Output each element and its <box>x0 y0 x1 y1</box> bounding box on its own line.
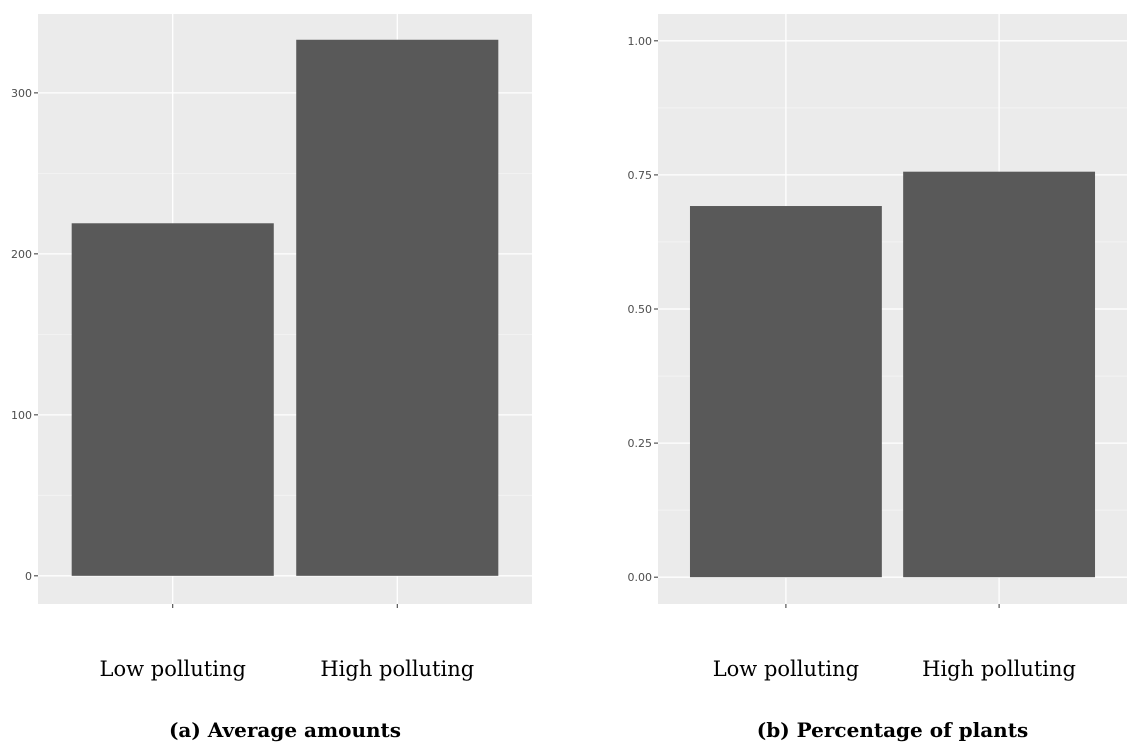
category-label: High polluting <box>922 657 1076 681</box>
chart-caption: (b) Percentage of plants <box>757 718 1028 742</box>
y-tick-label: 300 <box>11 87 32 100</box>
y-tick-label: 0.50 <box>628 303 653 316</box>
chart-panel-1: 0 100 200 300 Low polluting High polluting (a)… <box>11 14 532 742</box>
y-tick-label: 1.00 <box>628 35 653 48</box>
bar-low-polluting <box>71 223 274 576</box>
y-tick-label: 100 <box>11 409 32 422</box>
y-tick-label: 0.00 <box>628 571 653 584</box>
chart-caption: (a) Average amounts <box>169 718 401 742</box>
category-label: Low polluting <box>100 657 246 681</box>
bar-high-polluting <box>296 39 499 576</box>
bar-high-polluting <box>903 171 1096 578</box>
category-label: High polluting <box>320 657 474 681</box>
y-tick-label: 0.25 <box>628 437 653 450</box>
bar-low-polluting <box>689 206 882 578</box>
y-tick-label: 200 <box>11 248 32 261</box>
chart-panel-2: 0.00 0.25 0.50 0.75 1.00 Low polluting High po… <box>628 14 1127 742</box>
category-label: Low polluting <box>713 657 859 681</box>
y-tick-label: 0.75 <box>628 169 653 182</box>
y-tick-label: 0 <box>25 570 32 583</box>
